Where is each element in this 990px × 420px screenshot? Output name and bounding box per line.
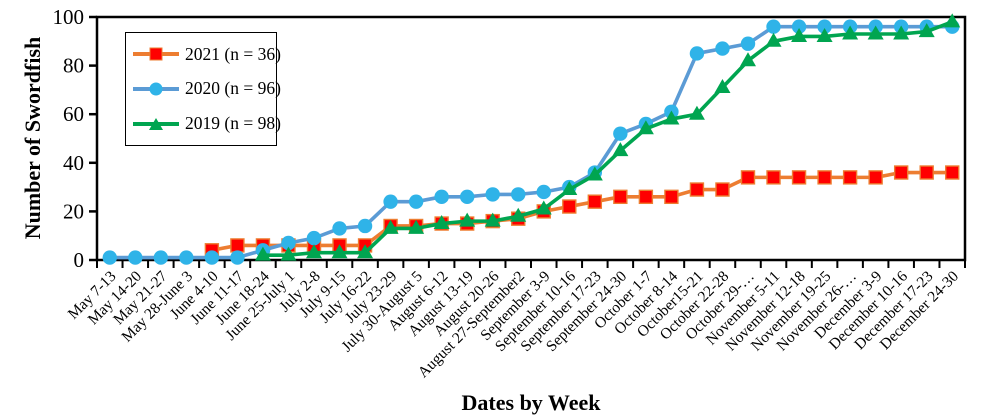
y-tick-label: 80: [63, 54, 84, 78]
data-point: [689, 46, 705, 61]
y-tick-label: 100: [53, 5, 85, 29]
data-point: [562, 199, 577, 214]
data-point: [740, 52, 756, 67]
data-point: [331, 244, 348, 259]
data-point: [459, 189, 475, 205]
legend-line-2020: [133, 82, 179, 96]
data-point: [944, 13, 961, 28]
series-2019: [254, 13, 961, 261]
data-point: [510, 207, 527, 222]
y-tick-label: 40: [63, 151, 84, 175]
data-point: [204, 250, 220, 265]
data-point: [536, 184, 551, 200]
legend-line-2021: [133, 47, 179, 61]
data-point: [306, 230, 322, 246]
data-point: [842, 25, 859, 40]
data-point: [791, 19, 807, 34]
data-point: [868, 170, 883, 185]
data-point: [817, 170, 832, 185]
data-point: [715, 41, 730, 56]
square-marker-icon: [149, 47, 163, 61]
data-point: [689, 182, 705, 197]
y-tick-label: 60: [63, 102, 84, 126]
data-point: [484, 212, 501, 227]
data-point: [485, 187, 500, 202]
data-point: [280, 246, 297, 261]
data-point: [535, 200, 552, 215]
data-point: [893, 25, 910, 40]
legend-label-2020: 2020 (n = 96): [185, 78, 281, 99]
data-point: [816, 27, 833, 42]
data-point: [511, 187, 526, 202]
legend-entry-2019: 2019 (n = 98): [126, 111, 281, 137]
triangle-marker-icon: [149, 117, 163, 130]
data-point: [688, 105, 705, 120]
data-point: [919, 165, 934, 180]
data-point: [715, 182, 730, 197]
data-point: [153, 250, 169, 265]
legend: 2021 (n = 36) 2020 (n = 96) 2019 (n = 98…: [125, 32, 281, 146]
data-point: [945, 165, 960, 180]
data-point: [281, 235, 296, 251]
data-point: [383, 194, 398, 209]
legend-entry-2020: 2020 (n = 96): [126, 76, 281, 102]
data-point: [893, 165, 909, 180]
data-point: [230, 250, 245, 265]
data-point: [765, 32, 782, 47]
y-tick-label: 0: [74, 248, 85, 272]
data-point: [637, 120, 654, 135]
data-point: [357, 244, 374, 259]
series-line: [109, 24, 953, 260]
data-point: [357, 218, 373, 234]
data-point: [638, 189, 654, 205]
data-point: [382, 219, 399, 234]
data-point: [179, 250, 194, 265]
data-point: [791, 27, 808, 42]
data-point: [230, 238, 245, 253]
y-axis-title: Number of Swordfish: [20, 36, 45, 240]
legend-label-2019: 2019 (n = 98): [185, 113, 281, 134]
data-point: [332, 221, 347, 236]
series-2020: [102, 19, 960, 265]
legend-line-2019: [133, 117, 179, 130]
data-point: [740, 170, 756, 185]
data-point: [408, 219, 425, 234]
legend-label-2021: 2021 (n = 36): [185, 43, 281, 64]
series-line: [262, 20, 953, 257]
data-point: [561, 181, 578, 196]
data-point: [613, 189, 628, 205]
data-point: [459, 212, 476, 227]
data-point: [714, 78, 731, 93]
data-point: [817, 19, 832, 34]
x-axis-title: Dates by Week: [461, 390, 601, 415]
data-point: [613, 126, 628, 141]
data-point: [664, 189, 679, 205]
data-point: [306, 244, 322, 259]
data-point: [254, 246, 271, 261]
data-point: [740, 36, 756, 51]
y-tick-label: 20: [63, 199, 84, 223]
data-point: [612, 142, 629, 157]
data-point: [663, 110, 680, 125]
data-point: [766, 19, 781, 34]
circle-marker-icon: [149, 82, 163, 96]
data-point: [128, 250, 143, 265]
data-point: [586, 166, 603, 181]
data-point: [434, 189, 449, 205]
data-point: [867, 25, 884, 40]
data-point: [918, 23, 935, 38]
data-point: [766, 170, 781, 185]
data-point: [102, 250, 117, 265]
data-point: [433, 215, 450, 230]
data-point: [842, 170, 858, 185]
data-point: [587, 194, 603, 209]
data-point: [791, 170, 807, 185]
data-point: [408, 194, 424, 209]
legend-entry-2021: 2021 (n = 36): [126, 41, 281, 67]
y-axis: 0 20 40 60 80 100: [53, 5, 97, 272]
